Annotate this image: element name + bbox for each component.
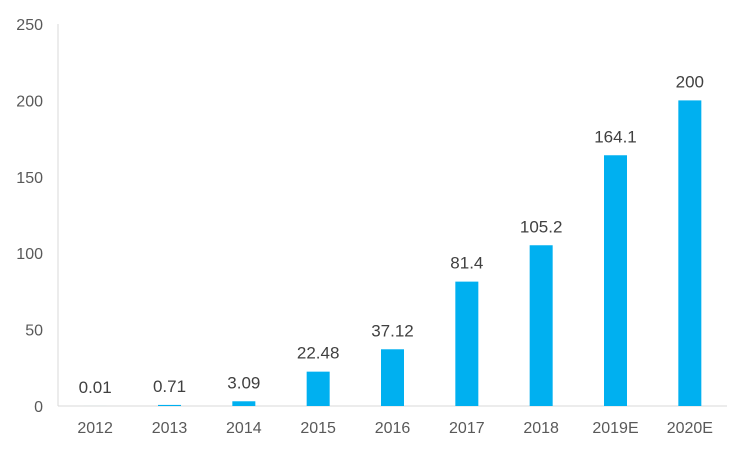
x-tick-label-2018: 2018 [523,420,559,437]
value-label-2016: 37.12 [371,321,414,340]
y-tick-label: 200 [16,93,43,110]
y-tick-label: 0 [34,399,43,416]
x-tick-label-2019E: 2019E [592,420,638,437]
value-label-2019E: 164.1 [594,127,637,146]
y-tick-label: 50 [25,323,43,340]
x-tick-label-2020E: 2020E [667,420,713,437]
bar-2015 [306,371,330,406]
bars [83,100,702,407]
x-axis: 2012 2013 2014 2015 2016 2017 2018 2019E 2020E [58,405,727,437]
bar-2014 [232,401,256,406]
value-label-2014: 3.09 [227,373,260,392]
y-tick-label: 100 [16,246,43,263]
value-labels: 0.01 0.71 3.09 22.48 37.12 81.4 105.2 164.1 200 [79,72,704,397]
value-label-2015: 22.48 [297,344,340,363]
value-label-2017: 81.4 [450,254,483,273]
x-tick-label-2015: 2015 [300,420,336,437]
x-tick-label-2012: 2012 [77,420,113,437]
y-axis: 0 50 100 150 200 250 [16,17,59,416]
x-tick-label-2013: 2013 [152,420,188,437]
bar-2020E [678,100,702,407]
value-label-2018: 105.2 [520,217,563,236]
value-label-2013: 0.71 [153,377,186,396]
x-tick-label-2014: 2014 [226,420,262,437]
bar-2019E [604,155,627,406]
y-tick-label: 150 [16,170,43,187]
x-tick-label-2016: 2016 [375,420,411,437]
value-label-2012: 0.01 [79,378,112,397]
bar-2013 [158,404,181,406]
bar-2016 [381,349,404,406]
bar-2017 [455,281,479,406]
bar-2018 [529,245,553,406]
y-tick-label: 250 [16,17,43,34]
value-label-2020E: 200 [676,72,704,91]
x-tick-label-2017: 2017 [449,420,485,437]
